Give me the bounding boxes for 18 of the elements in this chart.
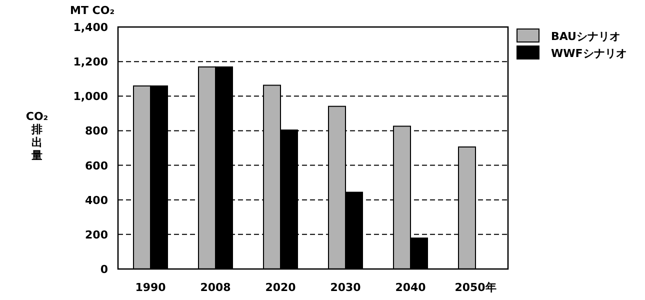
y-tick-label: 1,000: [73, 90, 108, 104]
text: MT CO₂: [70, 4, 115, 17]
y-tick-label: 600: [85, 159, 108, 172]
y-tick-label: 400: [85, 194, 108, 207]
y-tick-label: 1,400: [73, 21, 108, 34]
legend-label: WWFシナリオ: [551, 47, 627, 60]
y-tick-label: 0: [100, 263, 108, 276]
x-tick-label: 2008: [200, 281, 231, 294]
x-tick-label: 2020: [265, 281, 296, 294]
x-tick-label: 2050年: [454, 281, 496, 294]
x-tick-label: 1990: [135, 281, 166, 294]
y-axis-title: CO₂排出量: [26, 110, 48, 162]
y-tick-label: 200: [85, 228, 108, 242]
y-tick-label: 800: [85, 124, 108, 138]
legend-label: BAUシナリオ: [551, 30, 620, 43]
x-tick-label: 2030: [330, 281, 362, 294]
x-tick-label: 2040: [395, 281, 426, 294]
y-tick-label: 1,200: [73, 56, 108, 69]
